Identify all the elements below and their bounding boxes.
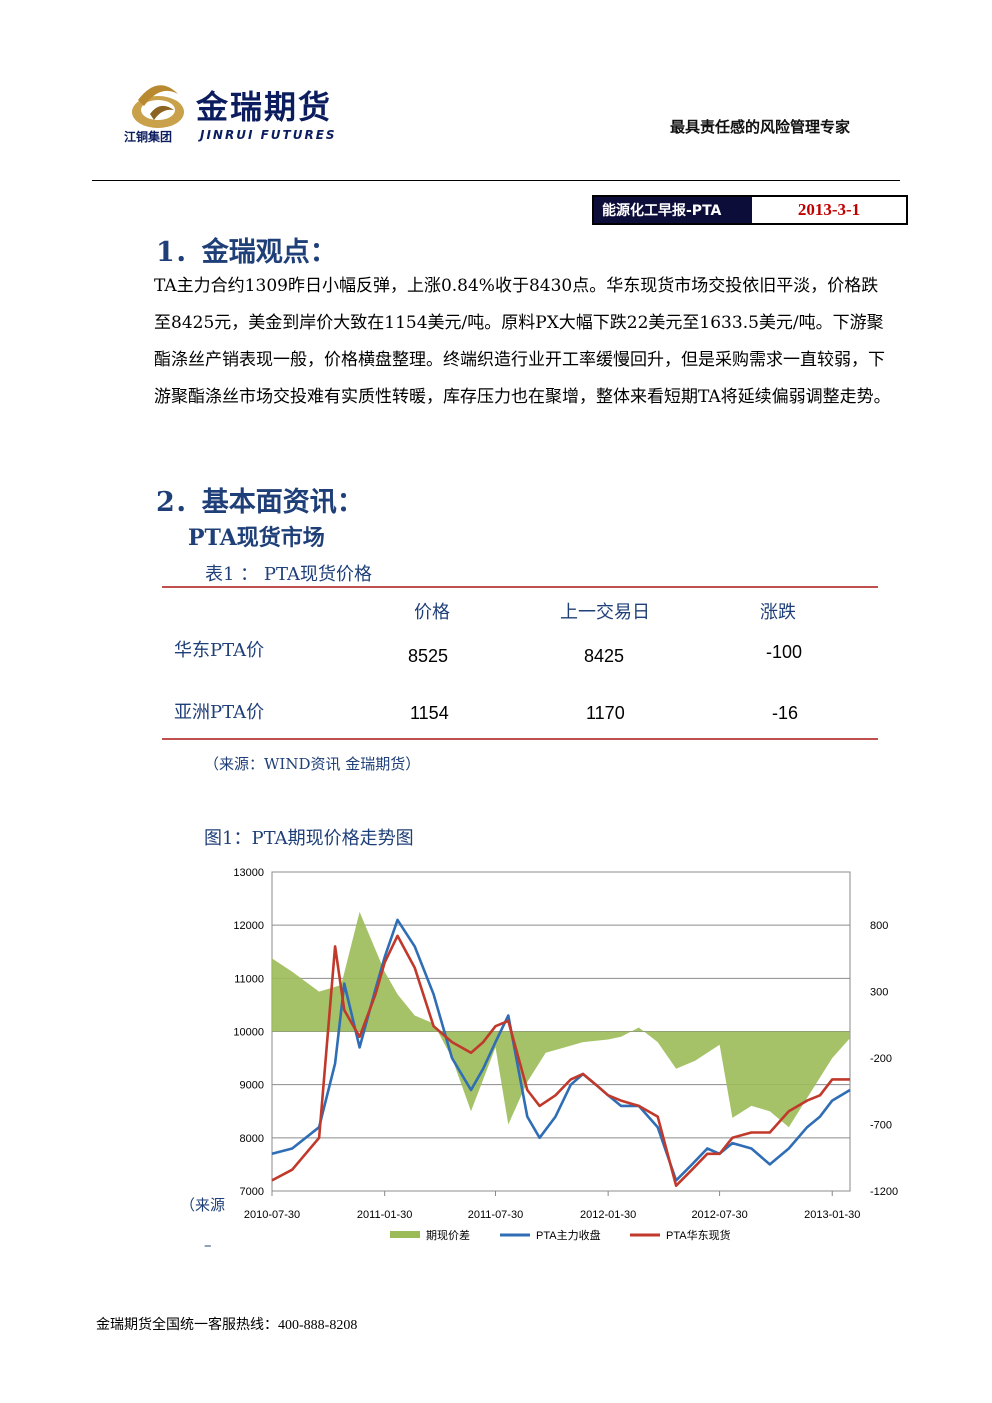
legend-basis-label: 期现价差 [426, 1228, 470, 1242]
left-tick-label: 11000 [234, 973, 264, 985]
table1-row2-change: -16 [772, 703, 799, 723]
section1-title: 1．金瑞观点： [156, 237, 337, 268]
left-tick-label: 7000 [240, 1186, 264, 1198]
table1-header-prev: 上一交易日 [560, 602, 650, 623]
table1-row1-change: -100 [766, 642, 803, 662]
figure1-caption: 图1：PTA期现价格走势图 [204, 828, 414, 849]
table1-row2-label: 亚洲PTA价 [174, 702, 265, 723]
right-tick-label: 800 [870, 920, 888, 932]
x-tick-label: 2012-01-30 [580, 1209, 636, 1221]
x-tick-label: 2012-07-30 [691, 1209, 747, 1221]
series-basis-area [272, 911, 850, 1128]
pta-price-chart: 13000 12000 11000 10000 9000 8000 7000 800 300 -2… [233, 867, 898, 1242]
table1-header-change: 涨跌 [760, 602, 796, 623]
table1-row2-prev: 1170 [586, 703, 625, 723]
figure1-source-partial: （来源 [180, 1196, 226, 1214]
table1-bottom-rule [162, 738, 878, 740]
table1-source: （来源：WIND资讯 金瑞期货） [204, 755, 421, 773]
table1-top-rule [162, 586, 878, 588]
table1-row1-prev: 8425 [584, 646, 625, 666]
logo-group-cn: 江铜集团 [124, 130, 173, 144]
section2-title: 2．基本面资讯： [156, 487, 364, 518]
report-tag: 能源化工早报-PTA [594, 197, 752, 223]
series-futures-line [271, 918, 851, 1182]
header-rule [92, 180, 900, 181]
x-tick-label: 2013-01-30 [804, 1209, 860, 1221]
jinrui-logo-emblem [132, 85, 184, 128]
series-spot-line [271, 934, 850, 1187]
legend-basis-swatch [390, 1231, 420, 1238]
section1-body: TA主力合约1309昨日小幅反弹，上涨0.84%收于8430点。华东现货市场交投… [154, 276, 891, 407]
table1-row1-price: 8525 [408, 646, 449, 666]
logo-name-cn: 金瑞期货 [196, 88, 333, 126]
table1-caption: 表1 ： PTA现货价格 [205, 564, 373, 585]
report-date: 2013-3-1 [797, 200, 861, 219]
right-tick-label: -700 [870, 1120, 892, 1132]
logo-name-en: JINRUI FUTURES [200, 128, 337, 142]
report-tag-box: 能源化工早报-PTA 2013-3-1 [592, 195, 908, 225]
table1-row1-label: 华东PTA价 [174, 640, 265, 661]
x-tick-label: 2011-01-30 [357, 1209, 412, 1221]
right-tick-label: -1200 [870, 1186, 898, 1198]
footer-hotline: 金瑞期货全国统一客服热线：400-888-8208 [96, 1318, 358, 1333]
left-tick-label: 8000 [240, 1133, 264, 1145]
left-tick-label: 12000 [233, 920, 264, 932]
figure1-dash: – [204, 1236, 212, 1254]
legend-spot-label: PTA华东现货 [666, 1228, 731, 1242]
legend-futures-label: PTA主力收盘 [536, 1228, 601, 1242]
right-tick-label: -200 [870, 1053, 892, 1065]
left-tick-label: 13000 [233, 867, 264, 879]
section2-subtitle: PTA现货市场 [188, 525, 325, 551]
table1-header-price: 价格 [414, 602, 450, 623]
header-slogan: 最具责任感的风险管理专家 [670, 118, 851, 136]
right-tick-label: 300 [870, 987, 888, 999]
left-tick-label: 10000 [233, 1027, 264, 1039]
x-tick-label: 2010-07-30 [244, 1209, 300, 1221]
x-tick-label: 2011-07-30 [468, 1209, 523, 1221]
left-tick-label: 9000 [240, 1080, 264, 1092]
table1-row2-price: 1154 [410, 703, 449, 723]
